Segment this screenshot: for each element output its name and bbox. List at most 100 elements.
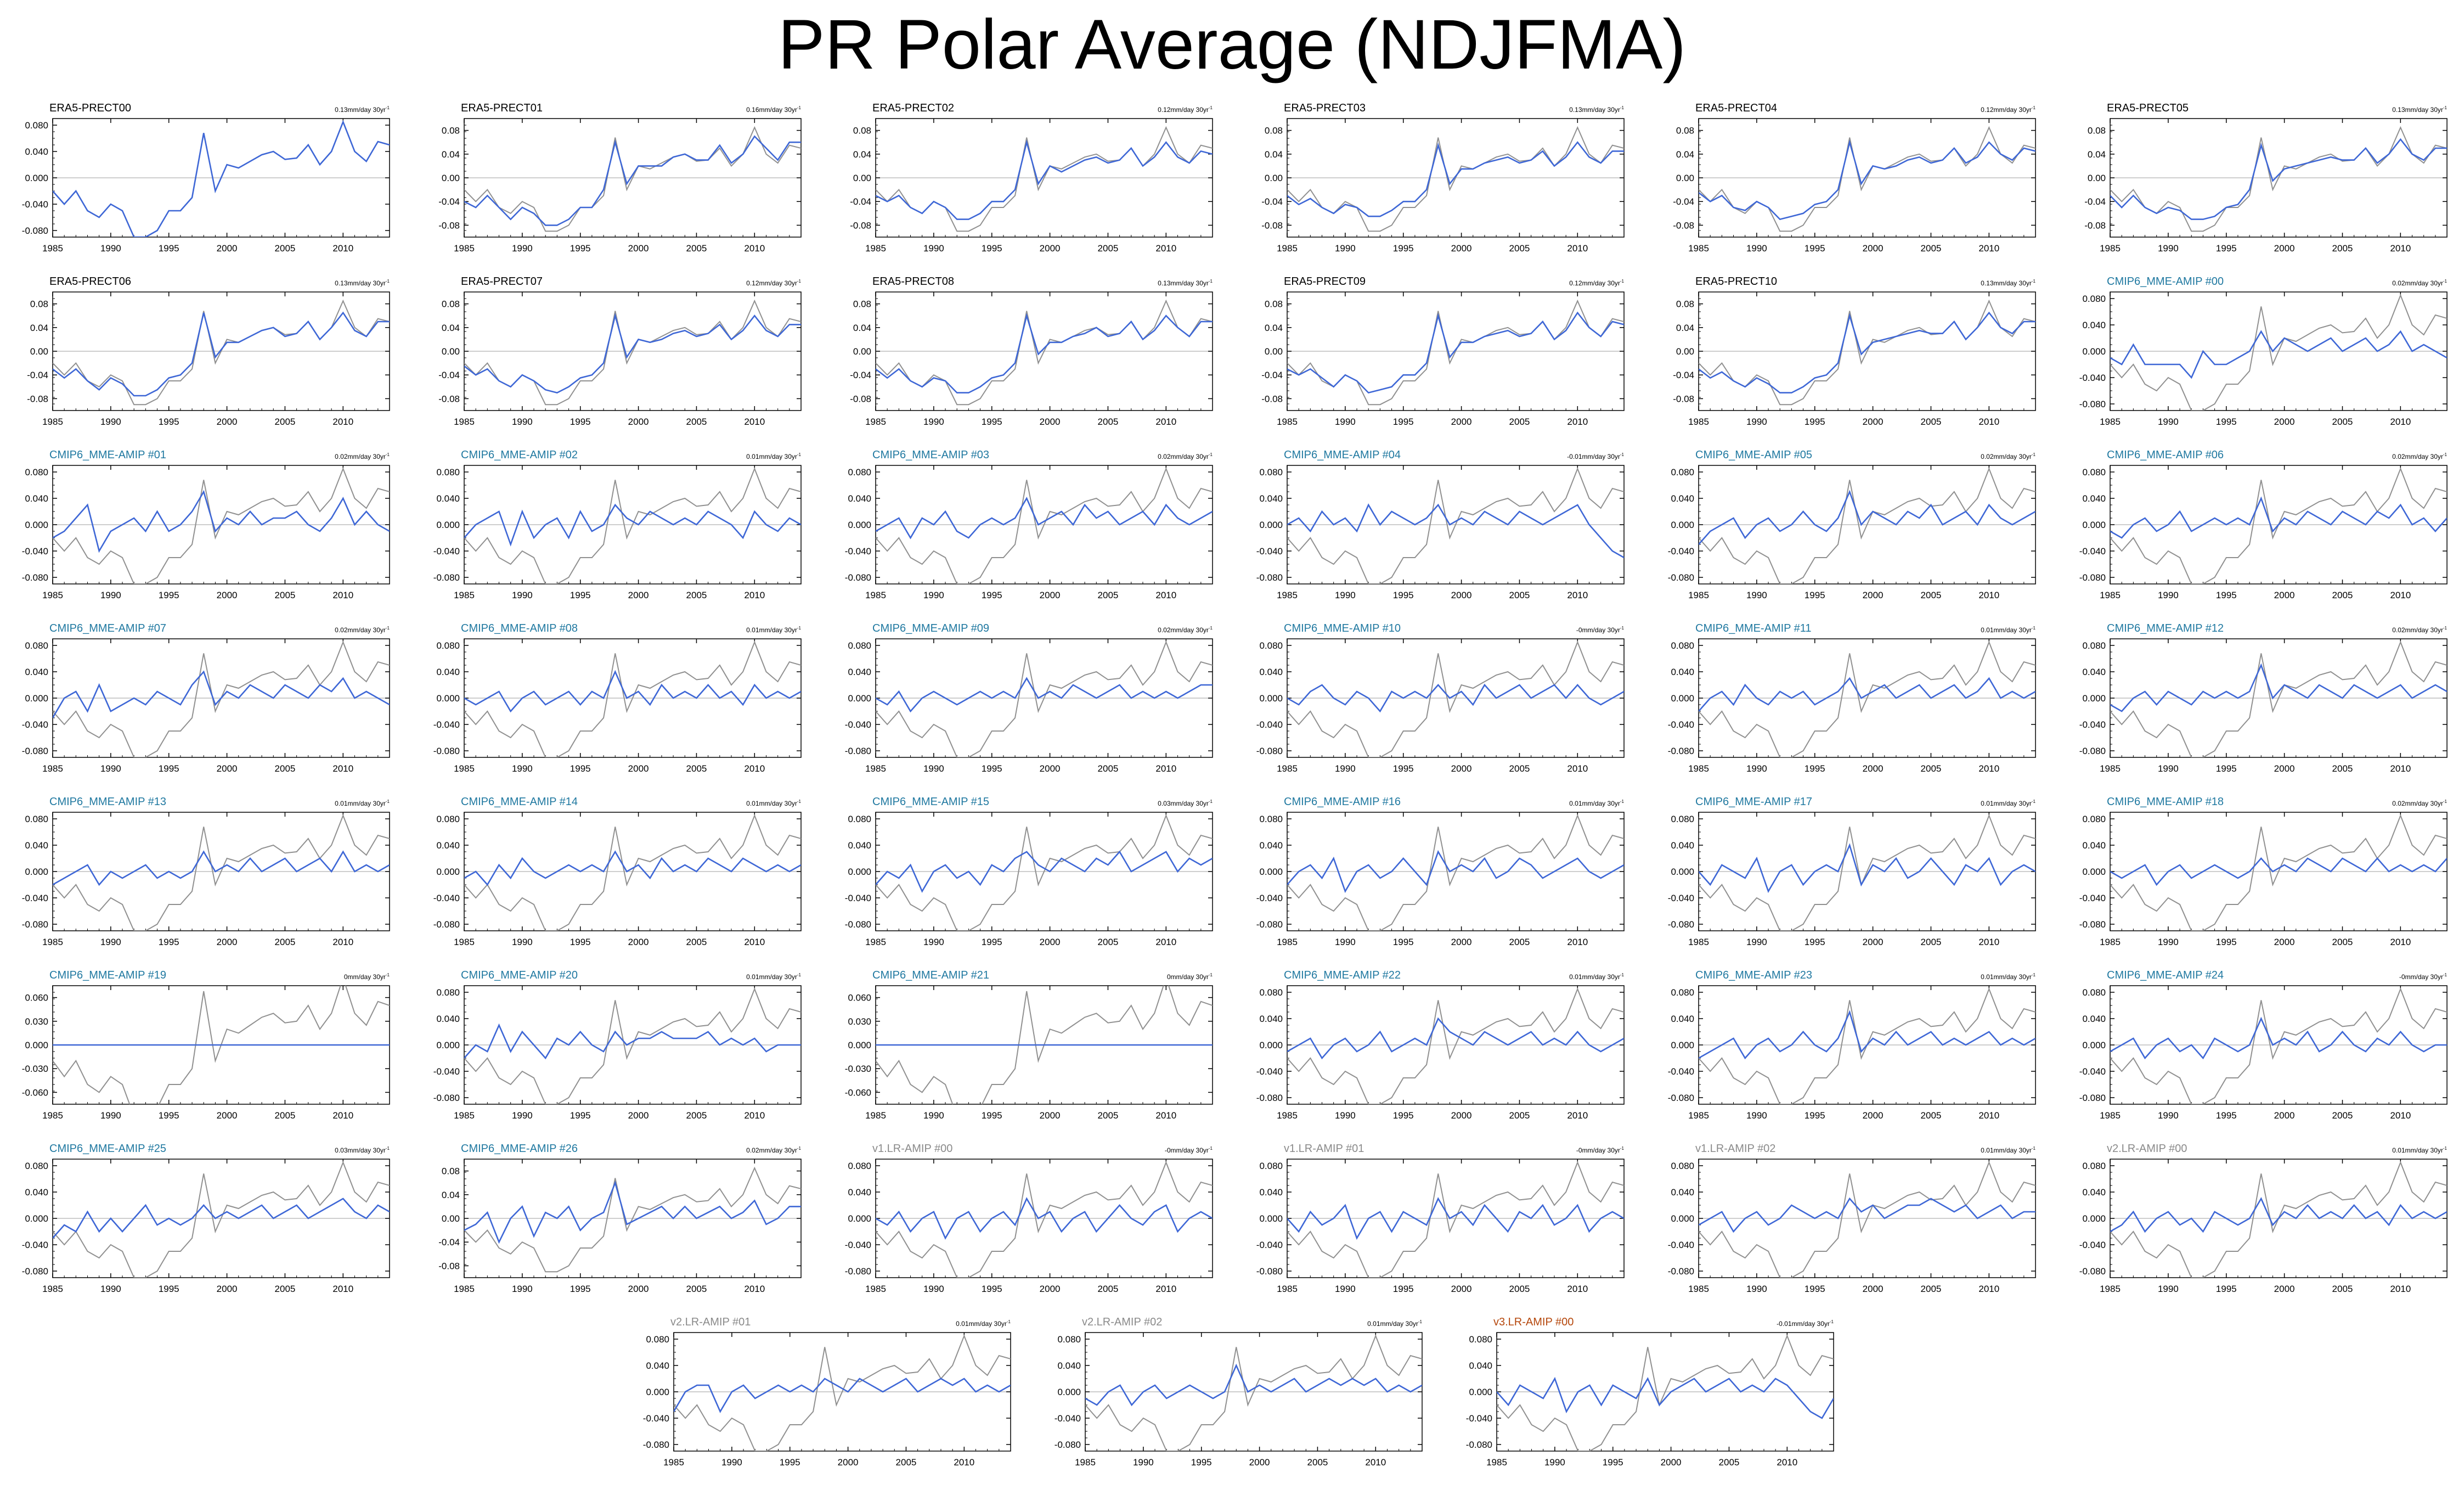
x-tick-label: 2000 — [217, 590, 238, 600]
x-tick-label: 2005 — [1921, 1110, 1942, 1121]
y-tick-label: -0.040 — [22, 1240, 48, 1250]
y-tick-label: -0.040 — [22, 893, 48, 903]
x-tick-label: 1990 — [2158, 763, 2179, 774]
reference-series-line — [2110, 126, 2447, 232]
panel-14: CMIP6_MME-AMIP #02 0.01mm/day 30yr-1 0.080… — [411, 443, 809, 606]
panel-trend: 0.02mm/day 30yr-1 — [746, 1146, 801, 1154]
y-tick-label: 0.000 — [436, 520, 460, 530]
x-tick-label: 2000 — [217, 1284, 238, 1294]
panel-trend: 0.13mm/day 30yr-1 — [2392, 105, 2447, 114]
x-tick-label: 2010 — [332, 763, 353, 774]
y-tick-label: -0.080 — [433, 1093, 460, 1103]
model-series-line — [53, 490, 390, 553]
x-tick-label: 2005 — [2332, 243, 2353, 254]
panel-plot: 0.080 0.040 0.000 -0.040 -0.080 1985 1990 1995 2… — [1668, 465, 2036, 600]
y-tick-label: 0.000 — [1671, 1040, 1694, 1050]
panel-42: v2.LR-AMIP #00 0.01mm/day 30yr-1 0.080 0.04… — [2057, 1137, 2455, 1300]
x-tick-label: 1985 — [42, 763, 63, 774]
x-tick-label: 2000 — [217, 1110, 238, 1121]
panel-5: ERA5-PRECT04 0.12mm/day 30yr-1 0.08 0.04 0.0… — [1646, 97, 2043, 259]
x-tick-label: 2010 — [1567, 763, 1588, 774]
x-tick-label: 2010 — [1978, 417, 1999, 427]
reference-series-line — [53, 299, 390, 406]
x-tick-label: 1985 — [1277, 590, 1298, 600]
y-tick-label: -0.040 — [1668, 546, 1694, 557]
panel-plot: 0.080 0.040 0.000 -0.040 -0.080 1985 1990 1995 2… — [1256, 638, 1625, 774]
panel-title: ERA5-PRECT10 — [1695, 276, 1777, 288]
x-tick-label: 1985 — [1486, 1457, 1507, 1468]
y-tick-label: 0.000 — [436, 1040, 460, 1050]
y-tick-label: 0.040 — [2082, 840, 2106, 851]
panel-title: CMIP6_MME-AMIP #02 — [461, 449, 578, 461]
y-tick-label: 0.080 — [1259, 467, 1283, 477]
reference-series-line — [2110, 640, 2447, 757]
panel-2: ERA5-PRECT01 0.16mm/day 30yr-1 0.08 0.04 0.0… — [411, 97, 809, 259]
x-tick-label: 2000 — [1040, 937, 1061, 947]
x-tick-label: 2010 — [744, 417, 765, 427]
x-tick-label: 2000 — [838, 1457, 859, 1468]
model-series-line — [1497, 1376, 1834, 1419]
panel-plot: 0.080 0.040 0.000 -0.040 -0.080 1985 1990 1995 2… — [1256, 985, 1625, 1121]
y-tick-label: 0.08 — [1676, 126, 1694, 136]
x-tick-label: 2000 — [628, 1110, 649, 1121]
x-tick-label: 2010 — [744, 243, 765, 254]
y-tick-label: -0.040 — [1668, 1240, 1694, 1250]
reference-series-line — [1699, 467, 2036, 584]
x-tick-label: 2010 — [1155, 763, 1176, 774]
panel-27: CMIP6_MME-AMIP #15 0.03mm/day 30yr-1 0.080… — [823, 790, 1220, 953]
panel-trend: 0.01mm/day 30yr-1 — [1981, 1146, 2036, 1154]
y-tick-label: 0.08 — [853, 299, 871, 310]
y-tick-label: -0.080 — [22, 919, 48, 930]
x-tick-label: 2000 — [217, 243, 238, 254]
panel-plot: 0.080 0.040 0.000 -0.040 -0.080 1985 1990 1995 2… — [2079, 465, 2448, 600]
reference-series-line — [1699, 814, 2036, 931]
y-tick-label: 0.080 — [2082, 640, 2106, 651]
x-tick-label: 1995 — [1805, 243, 1825, 254]
x-tick-label: 1995 — [982, 417, 1002, 427]
x-tick-label: 1990 — [923, 590, 944, 600]
model-series-line — [464, 313, 801, 394]
y-tick-label: 0.04 — [1676, 323, 1694, 333]
y-tick-label: 0.040 — [436, 493, 460, 504]
y-tick-label: -0.040 — [433, 720, 460, 730]
y-tick-label: 0.040 — [1057, 1361, 1081, 1371]
panel-trend: 0.01mm/day 30yr-1 — [1569, 973, 1624, 981]
reference-series-line — [1699, 1161, 2036, 1278]
x-tick-label: 2000 — [1451, 1110, 1472, 1121]
y-tick-label: 0.040 — [1259, 1187, 1283, 1198]
x-tick-label: 2005 — [1509, 937, 1530, 947]
reference-series-line — [876, 640, 1213, 757]
x-tick-label: 1995 — [1393, 763, 1414, 774]
model-series-line — [1699, 1197, 2036, 1233]
y-tick-label: 0.080 — [1671, 1161, 1694, 1171]
x-tick-label: 1985 — [454, 417, 475, 427]
panel-title: CMIP6_MME-AMIP #25 — [49, 1143, 167, 1155]
x-tick-label: 2005 — [1098, 1110, 1119, 1121]
x-tick-label: 2010 — [744, 763, 765, 774]
panel-title: ERA5-PRECT06 — [49, 276, 131, 288]
y-tick-label: -0.08 — [438, 1261, 460, 1271]
y-tick-label: 0.00 — [442, 173, 460, 183]
x-tick-label: 2005 — [1921, 417, 1942, 427]
y-tick-label: -0.080 — [1256, 1093, 1283, 1103]
y-tick-label: 0.04 — [30, 323, 48, 333]
model-series-line — [1287, 503, 1624, 559]
reference-series-line — [2110, 1161, 2447, 1278]
model-series-line — [876, 677, 1213, 713]
y-tick-label: -0.08 — [438, 220, 460, 231]
y-tick-label: 0.000 — [2082, 1213, 2106, 1224]
y-tick-label: 0.040 — [25, 667, 48, 677]
x-tick-label: 1985 — [454, 243, 475, 254]
y-tick-label: 0.000 — [25, 520, 48, 530]
x-tick-label: 1990 — [100, 243, 121, 254]
y-tick-label: -0.080 — [1466, 1440, 1492, 1450]
y-tick-label: -0.040 — [2079, 1066, 2106, 1077]
x-tick-label: 1995 — [159, 763, 179, 774]
x-tick-label: 2000 — [2274, 1110, 2295, 1121]
y-tick-label: -0.040 — [1668, 893, 1694, 903]
model-series-line — [876, 313, 1213, 394]
panel-44: v2.LR-AMIP #02 0.01mm/day 30yr-1 0.080 0.04… — [1033, 1311, 1430, 1473]
x-tick-label: 2005 — [275, 763, 296, 774]
x-tick-label: 1990 — [2158, 1110, 2179, 1121]
y-tick-label: -0.060 — [845, 1087, 871, 1098]
